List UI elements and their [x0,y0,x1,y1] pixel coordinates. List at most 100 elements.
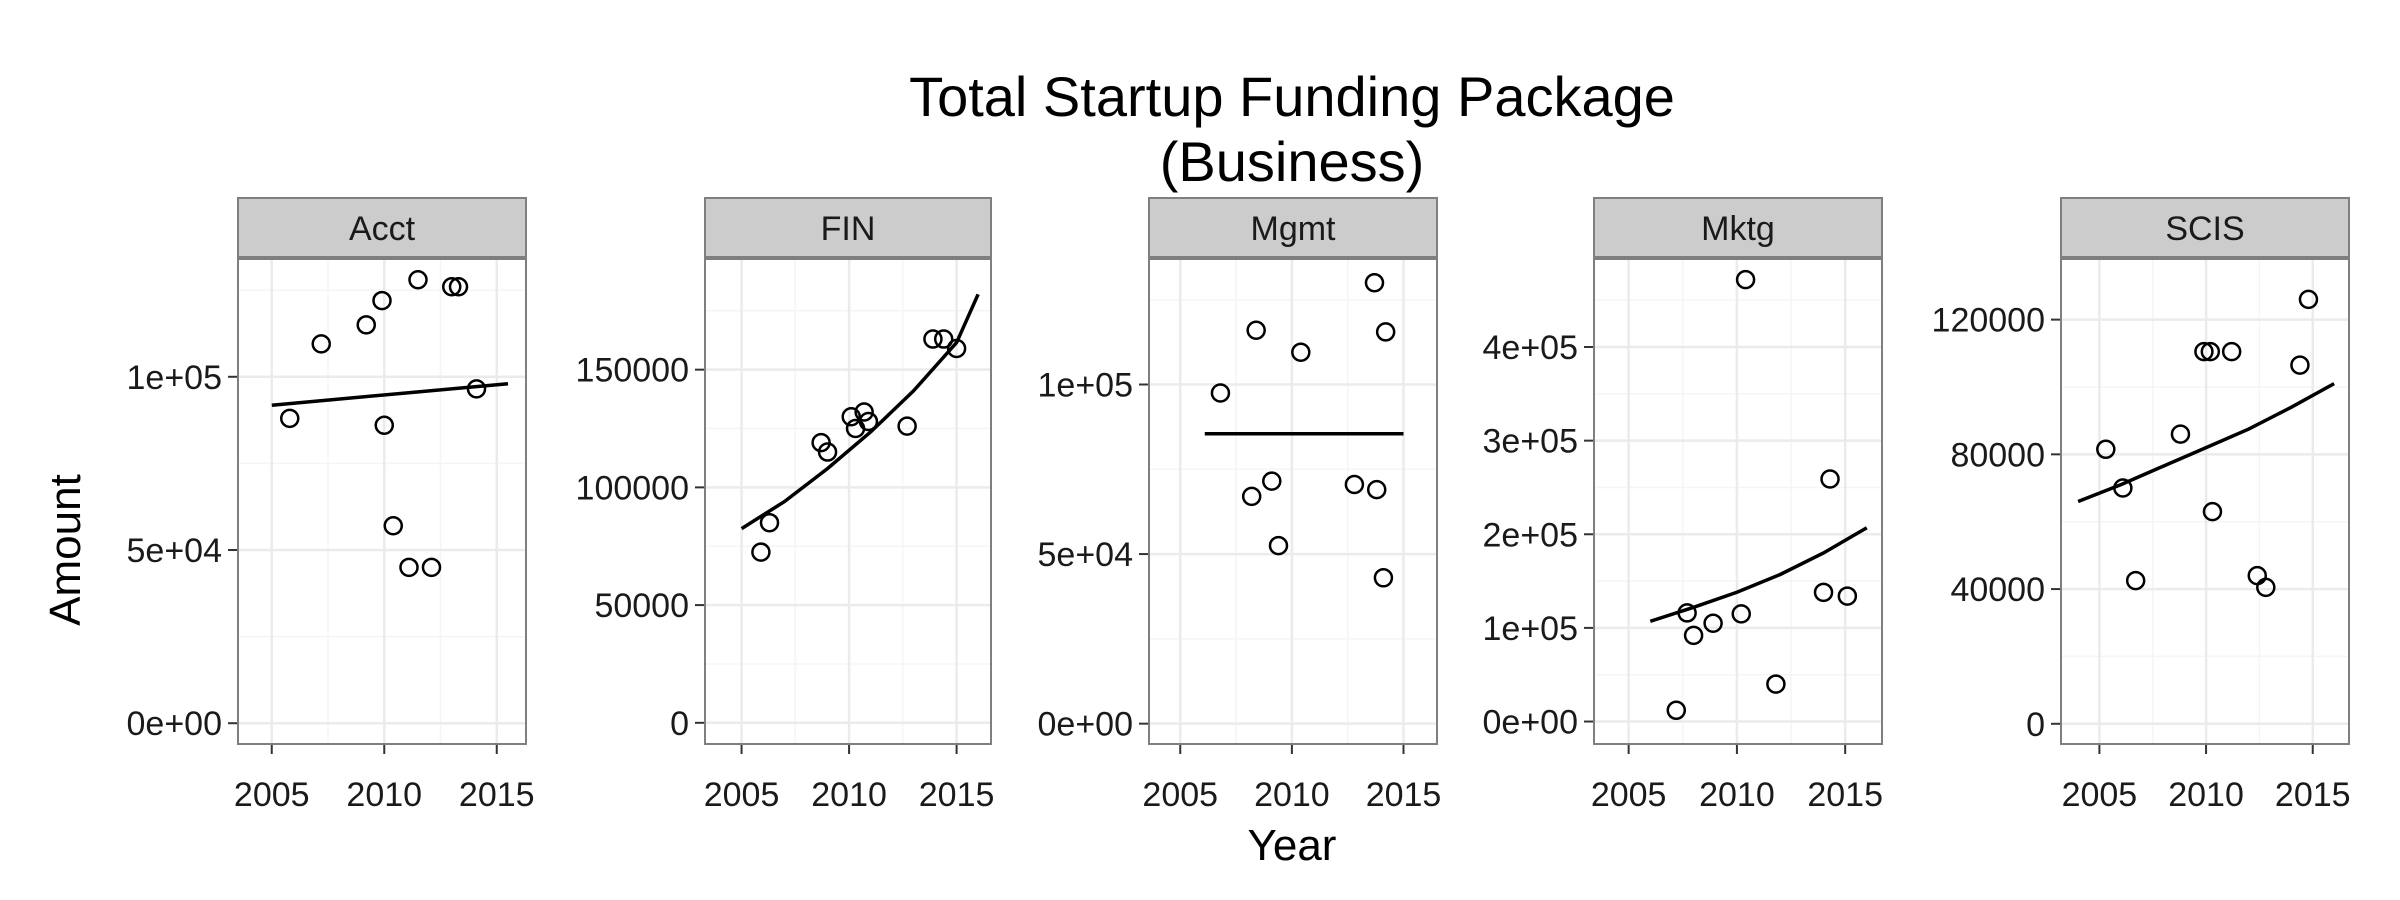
x-tick-label: 2010 [1699,776,1775,814]
y-tick-label: 0e+00 [127,705,223,743]
y-tick-label: 0 [670,705,689,743]
y-tick-label: 50000 [594,587,689,625]
x-tick-label: 2010 [346,776,422,814]
y-tick-label: 0e+00 [1038,706,1134,744]
data-point [1766,674,1786,694]
trend-line [1649,526,1868,623]
panel-background [238,259,526,744]
x-tick-label: 2015 [919,776,995,814]
data-point [817,442,838,462]
panel-border [2060,258,2350,745]
data-point [1375,322,1396,342]
data-point [1210,383,1231,403]
data-point [1703,613,1723,633]
data-point [311,334,331,354]
facet-panel-scis: 2005 2010 2015 0 40000 80000 120000 SCIS [1932,197,2351,814]
panel-border [237,258,527,745]
data-point [1820,469,1840,489]
facet-panel-mgmt: 2005 2010 2015 0e+00 5e+04 1e+05 Mgmt [1038,197,1442,814]
data-point [759,512,780,533]
facet-panel-mktg: 2005 2010 2015 0e+00 1e+05 2e+05 3e+05 4e+05 Mkt… [1483,197,1883,814]
x-tick-label: 2010 [811,776,887,814]
data-point [1268,535,1289,556]
facet-strip [1148,197,1438,258]
trend-line [2077,382,2335,504]
y-tick-label: 100000 [576,469,689,507]
trend-line [740,293,980,531]
y-tick-label: 40000 [1950,571,2045,609]
data-point [2202,501,2223,522]
y-tick-label: 0 [2026,706,2045,744]
x-tick-label: 2005 [234,776,310,814]
data-point [280,408,300,429]
y-tick-label: 80000 [1950,436,2045,474]
data-point [1683,625,1704,646]
data-point [2170,424,2191,444]
chart-title: Total Startup Funding Package [909,65,1675,128]
y-tick-label: 150000 [576,352,689,390]
data-point [854,402,874,422]
data-point [2096,439,2116,460]
data-point [897,416,917,436]
facet-strip-label: Mktg [1701,210,1775,248]
x-tick-label: 2015 [459,776,535,814]
data-point [2200,341,2221,362]
y-tick-label: 2e+05 [1483,516,1579,554]
x-tick-label: 2010 [1254,776,1330,814]
x-tick-label: 2005 [1142,776,1218,814]
y-tick-label: 3e+05 [1483,423,1579,461]
data-point [1344,474,1365,495]
data-point [374,415,394,436]
data-point [2221,341,2242,362]
data-point [1364,272,1385,293]
y-tick-label: 120000 [1932,302,2045,340]
x-tick-label: 2010 [2168,776,2244,814]
x-tick-label: 2015 [1807,776,1883,814]
data-point [858,411,879,432]
data-point [399,557,419,578]
data-point [372,290,392,311]
data-point [923,329,943,349]
data-point [1246,320,1266,340]
x-tick-label: 2015 [1366,776,1442,814]
data-point [442,276,462,297]
facet-panel-acct: 2005 2010 2015 0e+00 5e+04 1e+05 Acct [127,197,535,814]
facet-strip-label: Mgmt [1251,210,1337,248]
data-point [408,270,428,290]
y-tick-label: 4e+05 [1483,329,1579,367]
chart-subtitle: (Business) [1160,130,1425,193]
x-tick-label: 2005 [704,776,780,814]
data-point [448,276,469,297]
data-point [466,379,487,399]
data-point [1735,269,1756,290]
data-point [421,557,442,578]
facet-panel-fin: 2005 2010 2015 0 50000 100000 150000 FIN [576,197,995,814]
facet-strip-label: SCIS [2165,210,2244,248]
y-tick-label: 5e+04 [127,532,223,570]
facet-strip [704,197,992,258]
data-point [1366,479,1387,500]
data-point [2113,478,2133,498]
data-point [356,315,376,335]
data-point [841,406,861,427]
y-tick-label: 0e+00 [1483,704,1579,742]
data-point [946,338,967,359]
facet-strip-label: FIN [821,210,876,248]
data-point [933,329,954,349]
data-point [383,516,403,536]
data-point [751,542,771,562]
y-axis-title: Amount [41,474,90,626]
panel-border [704,258,992,745]
panel-border [1148,258,1438,745]
y-tick-label: 1e+05 [127,359,223,397]
data-point [1291,342,1311,363]
data-point [1241,486,1262,507]
data-point [1731,604,1751,624]
x-tick-label: 2015 [2275,776,2351,814]
x-tick-label: 2005 [1591,776,1667,814]
data-point [2298,289,2319,310]
data-point [1813,582,1834,603]
data-point [2125,570,2146,591]
